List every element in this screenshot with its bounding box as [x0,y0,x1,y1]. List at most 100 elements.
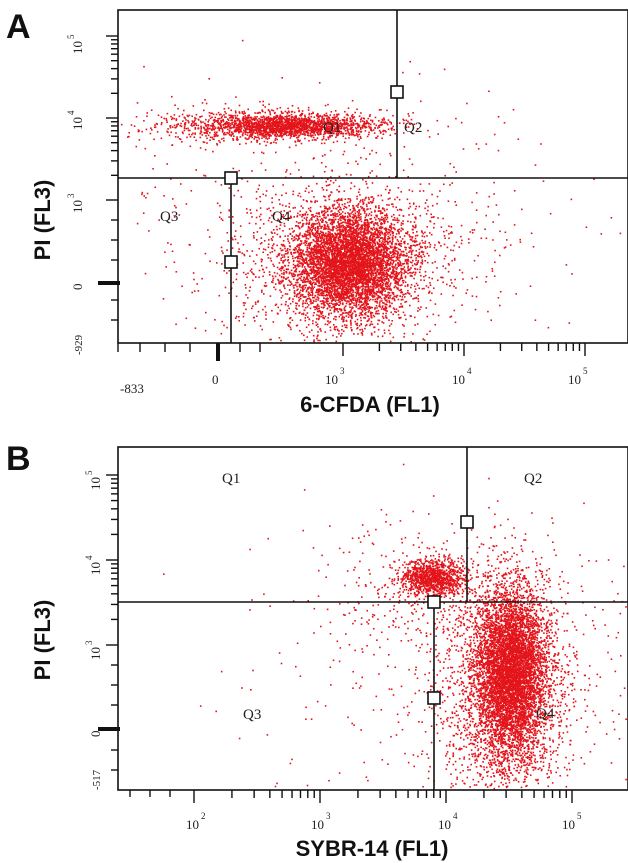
panel-a-event-dot [263,124,265,126]
panel-a-event-dot [245,137,247,139]
panel-a-event-dot [357,136,359,138]
panel-a-event-dot [312,293,314,295]
panel-a-event-dot [252,132,254,134]
panel-a-event-dot [382,131,384,133]
panel-a-event-dot [352,123,354,125]
panel-a-event-dot [228,126,230,128]
panel-a-event-dot [203,132,205,134]
panel-a-event-dot [174,104,176,106]
panel-a-event-dot [345,213,347,215]
panel-a-event-dot [332,256,334,258]
panel-a-event-dot [299,250,301,252]
panel-a-event-dot [270,125,272,127]
panel-a-event-dot [398,299,400,301]
panel-a-event-dot [184,117,186,119]
panel-a-event-dot [396,296,398,298]
panel-a-event-dot [234,115,236,117]
panel-a-event-dot [448,271,450,273]
panel-a-event-dot [384,130,386,132]
panel-a-event-dot [364,199,366,201]
panel-a-event-dot [391,129,393,131]
panel-a-event-dot [345,130,347,132]
panel-a-event-dot [304,138,306,140]
panel-a-event-dot [358,260,360,262]
panel-a-event-dot [355,127,357,129]
panel-a-event-dot [379,240,381,242]
panel-a-event-dot [240,136,242,138]
panel-a-event-dot [294,133,296,135]
panel-a-event-dot [204,99,206,101]
panel-a-event-dot [235,110,237,112]
panel-a-event-dot [173,118,175,120]
panel-a-event-dot [310,294,312,296]
panel-a-event-dot [276,130,278,132]
panel-a-event-dot [389,295,391,297]
panel-a-event-dot [276,139,278,141]
panel-a-event-dot [295,238,297,240]
panel-a-event-dot [320,330,322,332]
panel-a-event-dot [391,244,393,246]
panel-a-event-dot [237,138,239,140]
panel-a-event-dot [347,130,349,132]
panel-a-event-dot [431,278,433,280]
panel-a-event-dot [305,307,307,309]
panel-a-event-dot [187,120,189,122]
panel-a-event-dot [317,130,319,132]
panel-a-event-dot [214,136,216,138]
panel-a-event-dot [305,131,307,133]
panel-a-event-dot [244,113,246,115]
panel-a-event-dot [243,120,245,122]
panel-a-event-dot [346,114,348,116]
panel-a-event-dot [301,118,303,120]
panel-a-event-dot [277,273,279,275]
panel-a-event-dot [290,303,292,305]
panel-a-event-dot [405,247,407,249]
panel-a-event-dot [196,114,198,116]
panel-a-event-dot [200,126,202,128]
panel-a-event-dot [335,117,337,119]
panel-a-event-dot [357,333,359,335]
panel-a-event-dot [254,116,256,118]
panel-a-event-dot [293,216,295,218]
panel-a-event-dot [305,118,307,120]
panel-a-event-dot [381,216,383,218]
panel-a-event-dot [321,129,323,131]
panel-a-event-dot [263,136,265,138]
panel-a-event-dot [345,198,347,200]
panel-a-event-dot [370,315,372,317]
panel-a-event-dot [287,113,289,115]
panel-a-event-dot [291,111,293,113]
panel-a-event-dot [174,114,176,116]
panel-a-event-dot [381,298,383,300]
panel-a-event-dot [286,118,288,120]
panel-a-event-dot [179,125,181,127]
panel-a-event-dot [363,317,365,319]
panel-a-event-dot [397,262,399,264]
panel-a-event-dot [296,125,298,127]
panel-a-event-dot [307,119,309,121]
panel-a-event-dot [298,128,300,130]
panel-a-event-dot [368,134,370,136]
panel-a-event-dot [194,133,196,135]
panel-a-event-dot [172,144,174,146]
panel-a-event-dot [233,126,235,128]
panel-a-event-dot [316,115,318,117]
panel-a-event-dot [253,119,255,121]
panel-a-event-dot [256,141,258,143]
panel-a-event-dot [337,296,339,298]
panel-a-event-dot [270,258,272,260]
panel-a-event-dot [316,235,318,237]
panel-a-event-dot [203,127,205,129]
panel-a-event-dot [200,147,202,149]
panel-a-event-dot [257,134,259,136]
panel-a-event-dot [375,245,377,247]
panel-a-event-dot [180,123,182,125]
panel-a-event-dot [265,124,267,126]
panel-a-event-dot [380,109,382,111]
panel-a-event-dot [263,129,265,131]
panel-a-event-dot [251,128,253,130]
panel-a-event-dot [281,124,283,126]
panel-a-event-dot [223,120,225,122]
panel-a-event-dot [264,112,266,114]
panel-a-event-dot [293,122,295,124]
